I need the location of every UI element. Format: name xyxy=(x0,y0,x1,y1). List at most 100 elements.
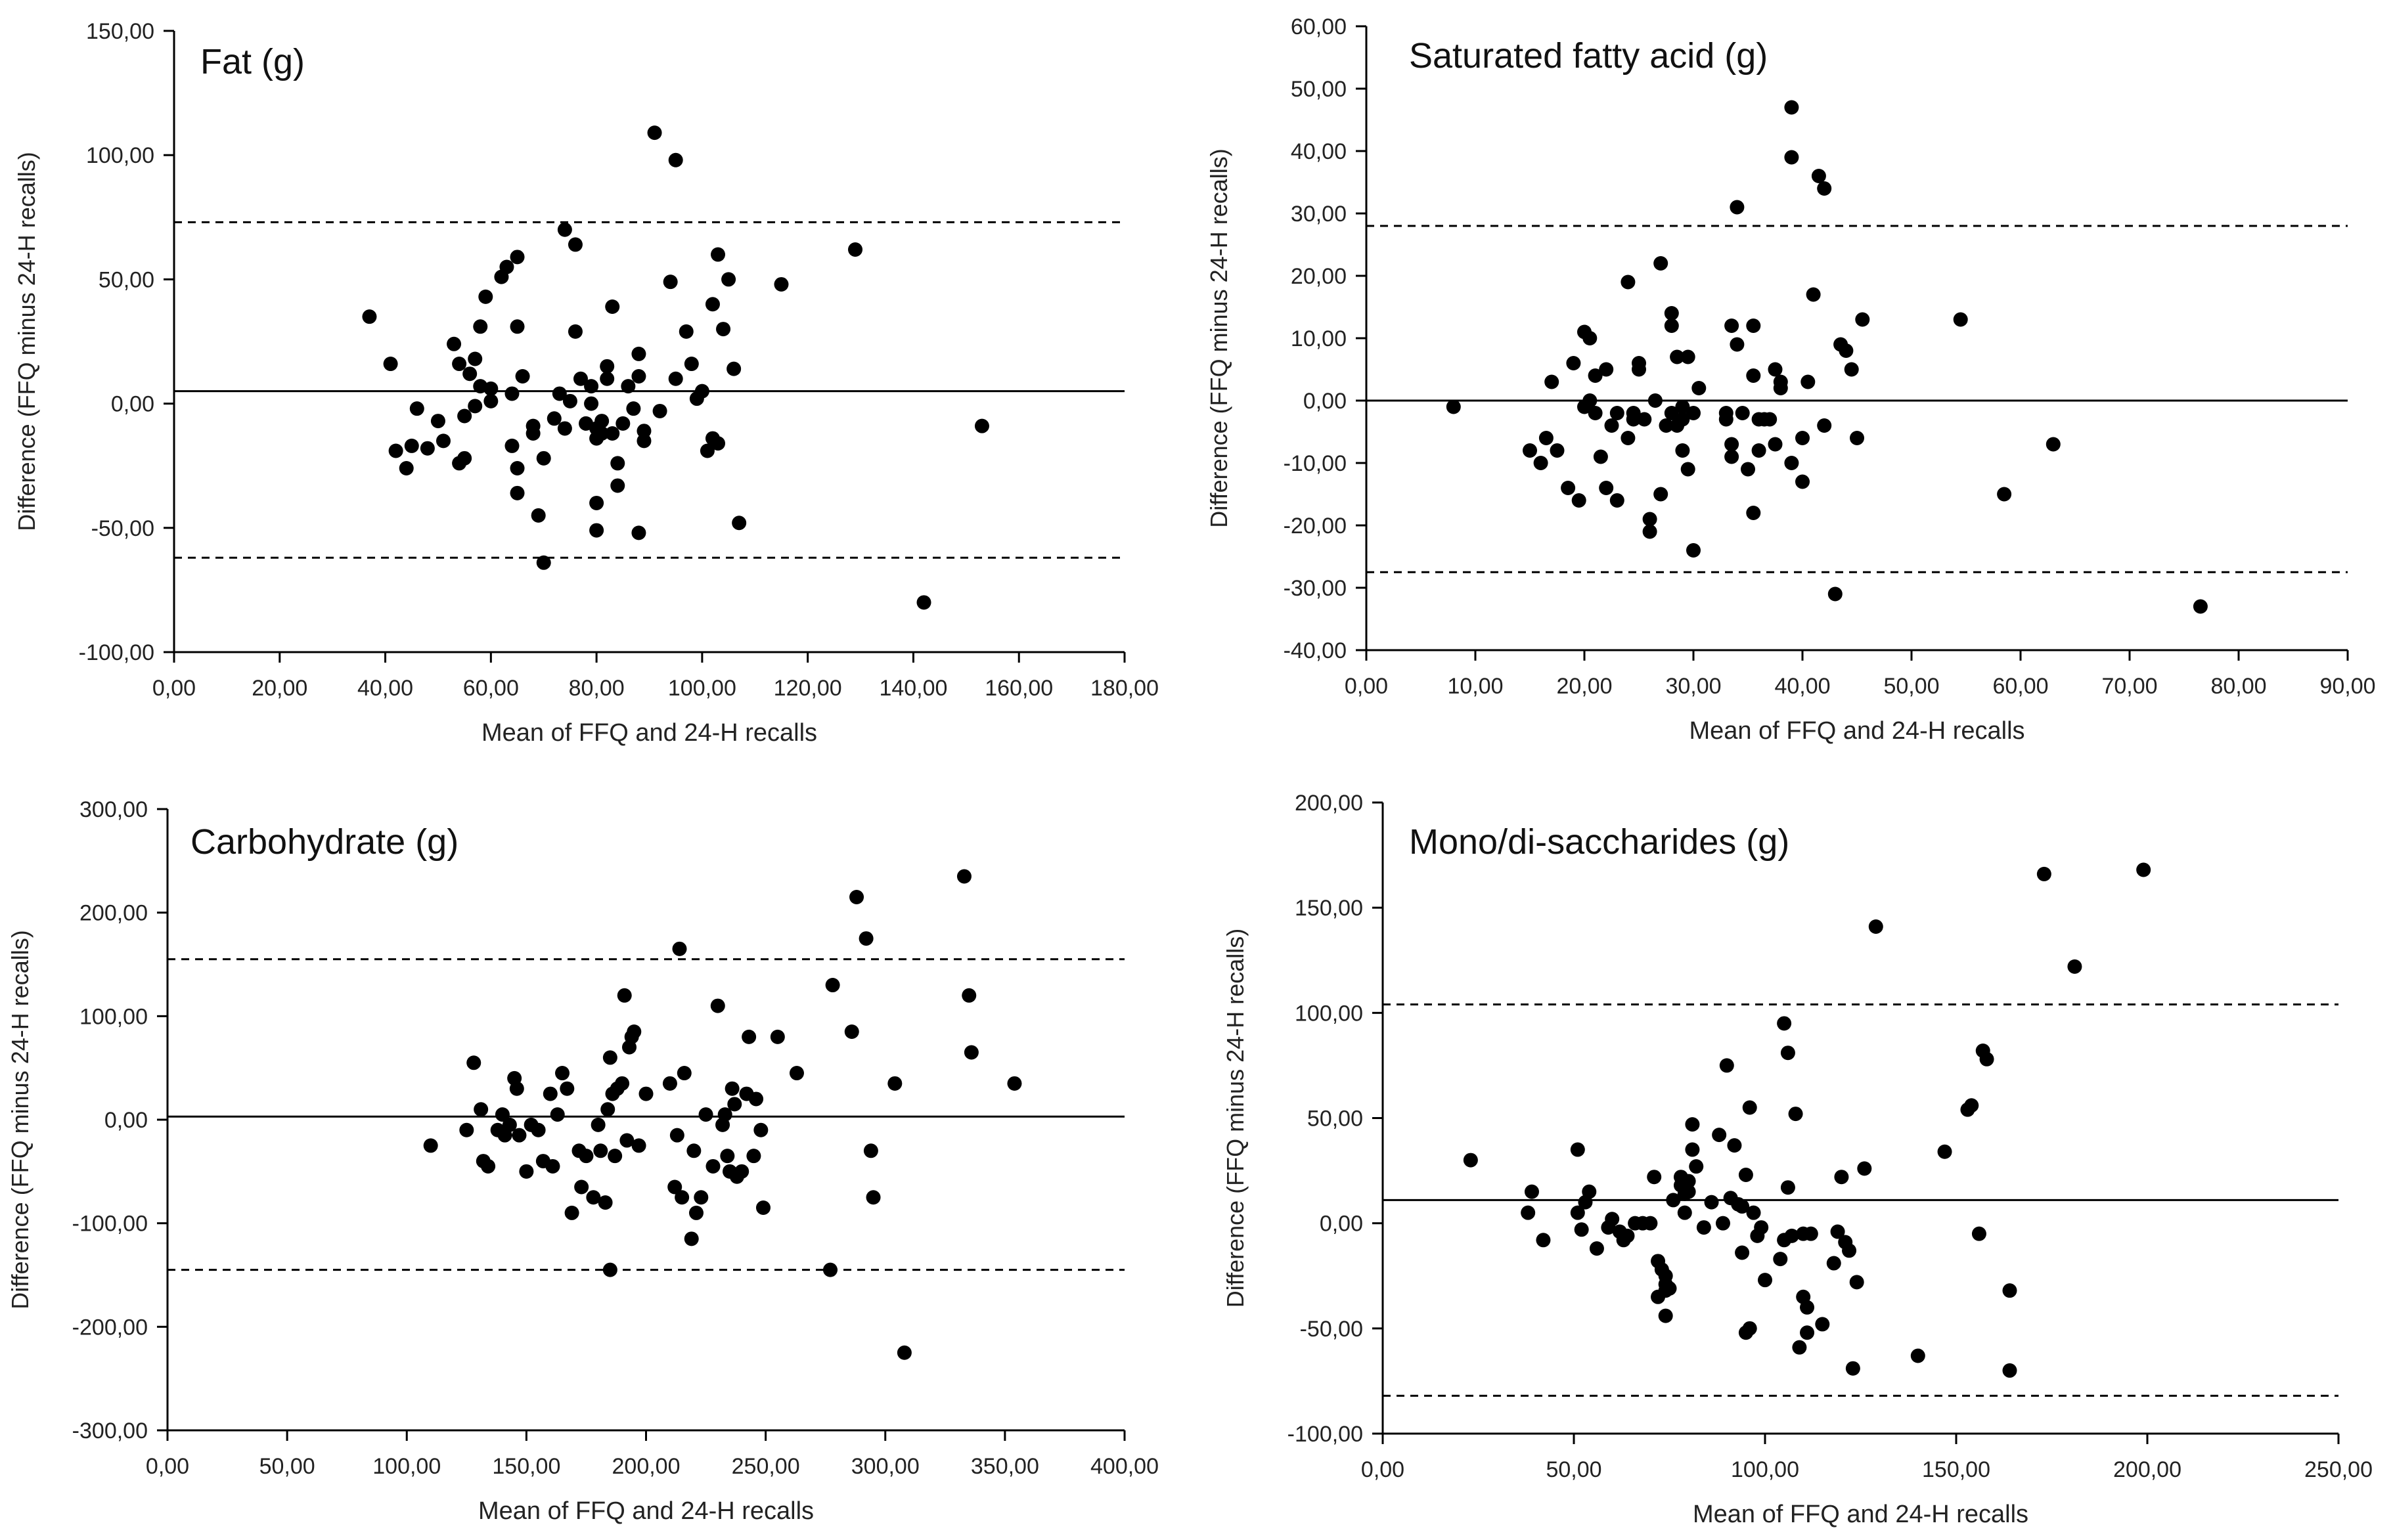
data-point xyxy=(1830,1224,1845,1239)
data-point xyxy=(1685,1142,1700,1157)
data-point xyxy=(474,1102,489,1117)
data-point xyxy=(1971,1226,1986,1241)
y-tick-label: 100,00 xyxy=(79,1004,148,1029)
data-point xyxy=(1715,1216,1730,1231)
data-point xyxy=(1463,1153,1478,1168)
data-point xyxy=(1735,1245,1750,1260)
data-point xyxy=(1620,1228,1635,1243)
data-point xyxy=(897,1345,912,1360)
data-point xyxy=(589,495,604,510)
data-point xyxy=(1997,487,2012,502)
data-point xyxy=(1953,312,1968,327)
y-tick-label: 50,00 xyxy=(1307,1107,1363,1132)
data-point xyxy=(1521,1205,1536,1220)
data-point xyxy=(1582,1184,1597,1199)
data-point xyxy=(404,438,419,453)
data-point xyxy=(774,276,789,292)
data-point xyxy=(866,1190,881,1205)
data-point xyxy=(1800,1300,1815,1315)
data-point xyxy=(594,414,610,429)
data-point xyxy=(734,1164,749,1179)
data-point xyxy=(1574,1222,1589,1237)
data-point xyxy=(510,319,525,334)
data-point xyxy=(1599,362,1614,377)
data-point xyxy=(1582,393,1598,408)
data-point xyxy=(1795,474,1810,489)
data-point xyxy=(684,1231,699,1246)
y-tick-label: -50,00 xyxy=(91,516,154,541)
data-point xyxy=(602,1262,617,1277)
data-point xyxy=(1827,586,1843,602)
data-point xyxy=(1658,1308,1673,1323)
data-point xyxy=(536,451,551,466)
data-point xyxy=(409,401,424,416)
y-tick-label: -100,00 xyxy=(1287,1422,1363,1447)
data-point xyxy=(710,998,725,1013)
data-point xyxy=(732,516,747,531)
data-point xyxy=(1570,1142,1585,1157)
data-point xyxy=(2002,1283,2017,1298)
data-point xyxy=(1647,393,1663,408)
y-tick-label: 150,00 xyxy=(1295,896,1363,921)
data-point xyxy=(1777,1016,1792,1031)
data-point xyxy=(2136,862,2151,877)
data-point xyxy=(1675,412,1690,427)
x-tick-label: 100,00 xyxy=(668,676,736,701)
y-axis-label: Difference (FFQ minus 24-H recalls) xyxy=(13,152,40,531)
data-point xyxy=(600,371,615,386)
data-point xyxy=(1784,1228,1799,1243)
x-tick-label: 300,00 xyxy=(851,1454,920,1479)
data-point xyxy=(1718,406,1733,420)
data-point xyxy=(1533,456,1548,470)
data-point xyxy=(1588,368,1603,383)
y-axis-label: Difference (FFQ minus 24-H recalls) xyxy=(7,930,34,1309)
data-point xyxy=(1664,406,1679,420)
data-point xyxy=(631,346,646,361)
data-point xyxy=(1609,406,1624,420)
data-point xyxy=(1662,1281,1677,1296)
data-point xyxy=(742,1029,757,1044)
data-point xyxy=(749,1091,764,1107)
data-point xyxy=(1686,543,1701,558)
x-axis-label: Mean of FFQ and 24-H recalls xyxy=(1693,1501,2028,1528)
data-point xyxy=(383,357,398,372)
data-point xyxy=(457,408,472,424)
data-point xyxy=(1689,1159,1704,1174)
data-point xyxy=(466,1055,481,1070)
x-tick-label: 140,00 xyxy=(879,676,947,701)
data-point xyxy=(631,525,646,540)
data-point xyxy=(1677,1205,1692,1220)
data-point xyxy=(562,393,577,408)
y-axis-label: Difference (FFQ minus 24-H recalls) xyxy=(1205,148,1232,527)
data-point xyxy=(420,441,435,456)
x-tick-label: 60,00 xyxy=(1992,674,2048,699)
data-point xyxy=(705,297,720,312)
data-point xyxy=(1727,1138,1742,1153)
data-point xyxy=(825,978,840,993)
data-point xyxy=(1643,1216,1658,1231)
data-point xyxy=(1784,100,1799,115)
data-point xyxy=(672,941,687,956)
data-point xyxy=(473,319,488,334)
data-point xyxy=(822,1262,838,1277)
chart-panel-2: -40,00 -30,00 -20,00 -10,00 0,00 10,00 20,00 30… xyxy=(1205,14,2376,745)
data-point xyxy=(1742,1321,1757,1336)
data-point xyxy=(483,381,499,396)
data-point xyxy=(399,460,414,475)
data-point xyxy=(1746,368,1761,383)
x-axis-label: Mean of FFQ and 24-H recalls xyxy=(478,1497,814,1525)
data-point xyxy=(694,384,709,399)
data-point xyxy=(1855,312,1870,327)
data-point xyxy=(586,1190,601,1205)
data-point xyxy=(698,1107,713,1122)
x-tick-label: 100,00 xyxy=(1731,1457,1799,1482)
data-point xyxy=(1653,487,1668,502)
data-point xyxy=(1937,1144,1952,1159)
data-point xyxy=(1811,169,1826,183)
data-point xyxy=(700,443,715,458)
data-point xyxy=(591,1117,606,1132)
x-tick-label: 80,00 xyxy=(569,676,625,701)
data-point xyxy=(1685,1117,1700,1132)
data-point xyxy=(755,1200,771,1216)
data-point xyxy=(483,393,499,408)
